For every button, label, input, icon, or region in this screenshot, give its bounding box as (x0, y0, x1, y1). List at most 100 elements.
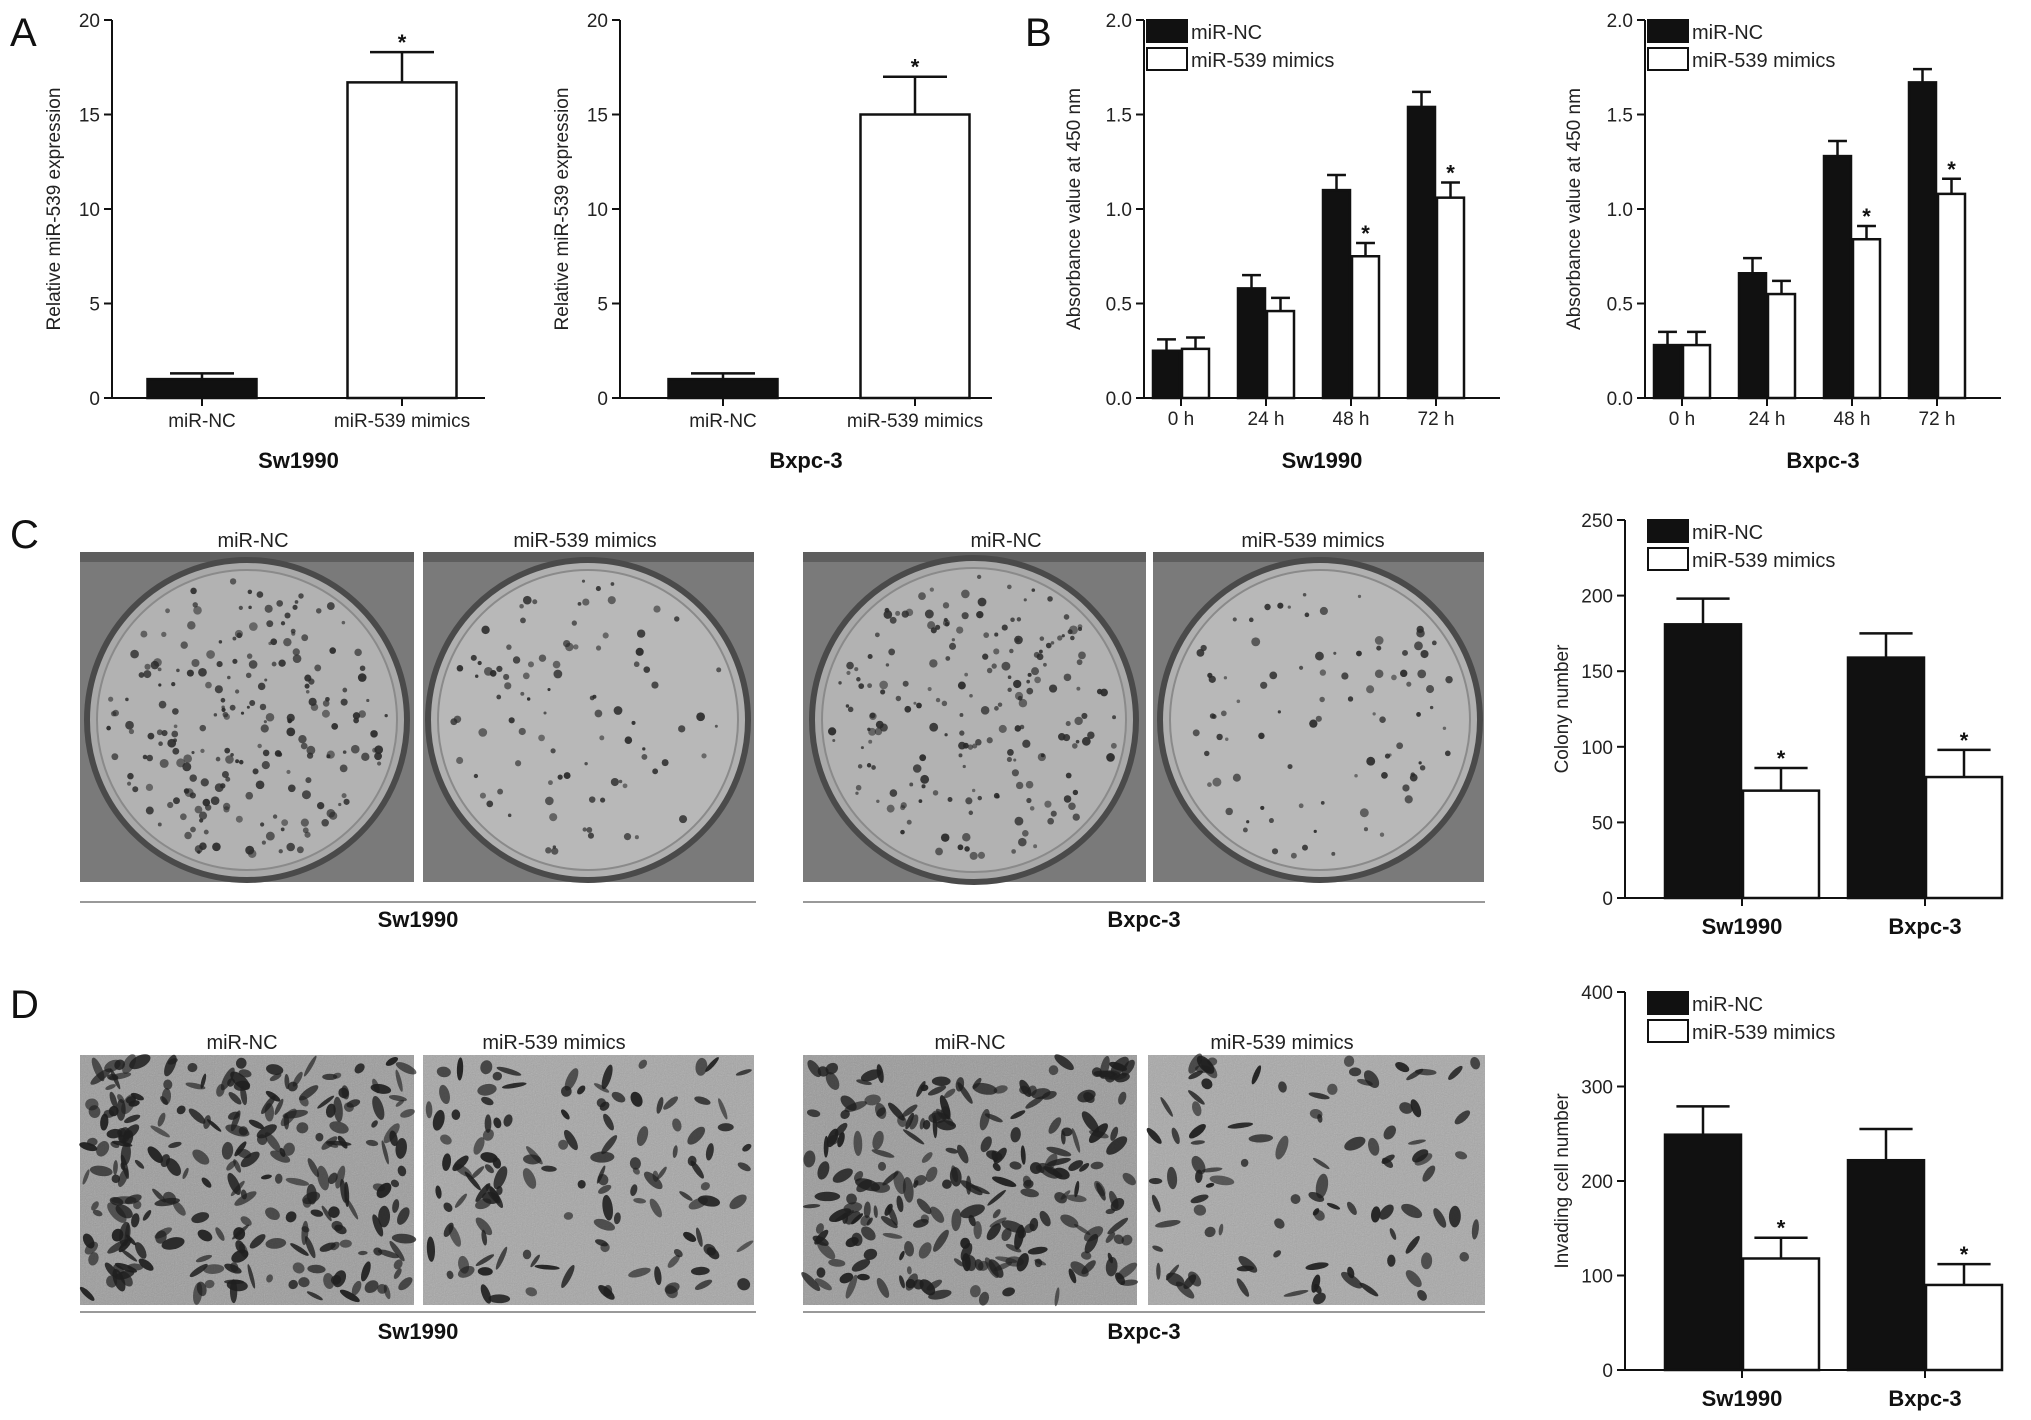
cell-shape (945, 1147, 959, 1154)
cell-shape (979, 1108, 990, 1131)
colony-dot (1096, 688, 1103, 695)
colony-dot (958, 741, 966, 750)
y-tick-label: 20 (79, 11, 100, 32)
colony-dot (623, 833, 632, 841)
colony-dot (305, 777, 312, 784)
cell-shape (1201, 1078, 1213, 1090)
cell-shape (392, 1199, 400, 1213)
colony-dot (106, 725, 111, 731)
colony-dot (1251, 637, 1261, 647)
colony-dot (478, 728, 488, 737)
colony-dot (610, 582, 615, 586)
colony-dot (1007, 675, 1012, 680)
cell-shape (986, 1223, 1001, 1241)
cell-shape (844, 1101, 867, 1112)
cell-shape (957, 1082, 973, 1104)
colony-dot (278, 659, 286, 667)
colony-dot (1232, 617, 1237, 622)
cell-shape (694, 1279, 713, 1290)
x-tick-label: 48 h (1834, 409, 1871, 430)
colony-dot (1043, 662, 1047, 667)
colony-dot (496, 665, 503, 673)
group-label-c-sw1990: Sw1990 (378, 907, 459, 932)
cell-shape (1105, 1257, 1118, 1277)
colony-dot (991, 663, 997, 669)
cell-shape (364, 1280, 379, 1294)
colony-dot (1404, 795, 1413, 804)
colony-dot (246, 653, 253, 659)
dish-image-sw1990-mimics (423, 552, 754, 883)
cell-shape (1379, 1204, 1394, 1220)
bar (1907, 81, 1938, 400)
colony-dot (286, 842, 295, 852)
bar (1265, 309, 1296, 400)
colony-dot (895, 695, 902, 702)
colony-dot (350, 744, 360, 754)
y-tick-label: 0 (1602, 889, 1613, 910)
colony-dot (456, 664, 464, 672)
cell-shape (846, 1193, 857, 1205)
cell-shape (803, 1150, 816, 1168)
colony-dot (1009, 648, 1014, 654)
cell-shape (1167, 1166, 1178, 1190)
colony-dot (1220, 710, 1227, 717)
cell-shape (863, 1201, 871, 1219)
cell-shape (1273, 1250, 1282, 1258)
y-axis-label: Relative miR-539 expression (44, 88, 65, 331)
cell-shape (436, 1066, 451, 1078)
cell-shape (274, 1098, 284, 1115)
colony-dot (532, 599, 538, 605)
chart-b-bxpc3: 0.0 0.5 1.0 1.5 2.0 Absorbance value at 450 n… (1564, 11, 2001, 473)
cell-shape (332, 1072, 342, 1079)
colony-dot (1001, 624, 1008, 631)
x-tick-label: miR-NC (689, 411, 757, 432)
colony-dot (294, 600, 299, 604)
colony-dot (180, 813, 187, 821)
cell-shape (457, 1265, 475, 1278)
colony-dot (1416, 712, 1421, 717)
significance-star: * (1777, 746, 1786, 771)
colony-dot (361, 752, 370, 762)
colony-dot (161, 729, 168, 737)
y-tick-label: 5 (89, 295, 100, 316)
cell-shape (899, 1250, 905, 1261)
colony-dot (292, 604, 298, 610)
colony-dot (130, 649, 139, 659)
colony-dot (184, 788, 194, 798)
colony-dot (1069, 625, 1078, 635)
y-tick-label: 1.5 (1607, 106, 1633, 127)
cell-shape (390, 1179, 400, 1188)
cell-shape (1106, 1136, 1128, 1155)
cell-shape (1191, 1155, 1206, 1175)
colony-dot (338, 802, 342, 807)
colony-dot (967, 744, 974, 750)
colony-dot (329, 647, 336, 654)
bar (1737, 272, 1768, 400)
chart-group-label: Bxpc-3 (1786, 448, 1859, 473)
cell-shape (1236, 1278, 1250, 1297)
colony-dot (1031, 588, 1036, 592)
cell-shape (663, 1096, 679, 1110)
colony-dot (235, 759, 240, 764)
colony-dot (958, 753, 963, 758)
colony-dot (975, 739, 982, 746)
colony-dot (613, 706, 623, 715)
y-tick-label: 0.0 (1607, 389, 1633, 410)
cell-shape (1105, 1232, 1116, 1243)
invading-cells (425, 1057, 754, 1304)
cell-shape (1275, 1135, 1289, 1160)
colony-dot (1065, 721, 1071, 727)
colony-dot (301, 790, 311, 800)
colony-dot (199, 818, 204, 823)
colony-dot (280, 621, 286, 626)
cell-shape (603, 1113, 614, 1131)
colony-dot (359, 665, 366, 672)
colony-dot (280, 827, 285, 832)
colony-dot (550, 748, 556, 754)
cell-shape (182, 1167, 189, 1180)
cell-shape (962, 1253, 971, 1272)
cell-shape (683, 1231, 697, 1242)
cell-shape (1171, 1127, 1180, 1145)
cell-shape (654, 1266, 662, 1286)
